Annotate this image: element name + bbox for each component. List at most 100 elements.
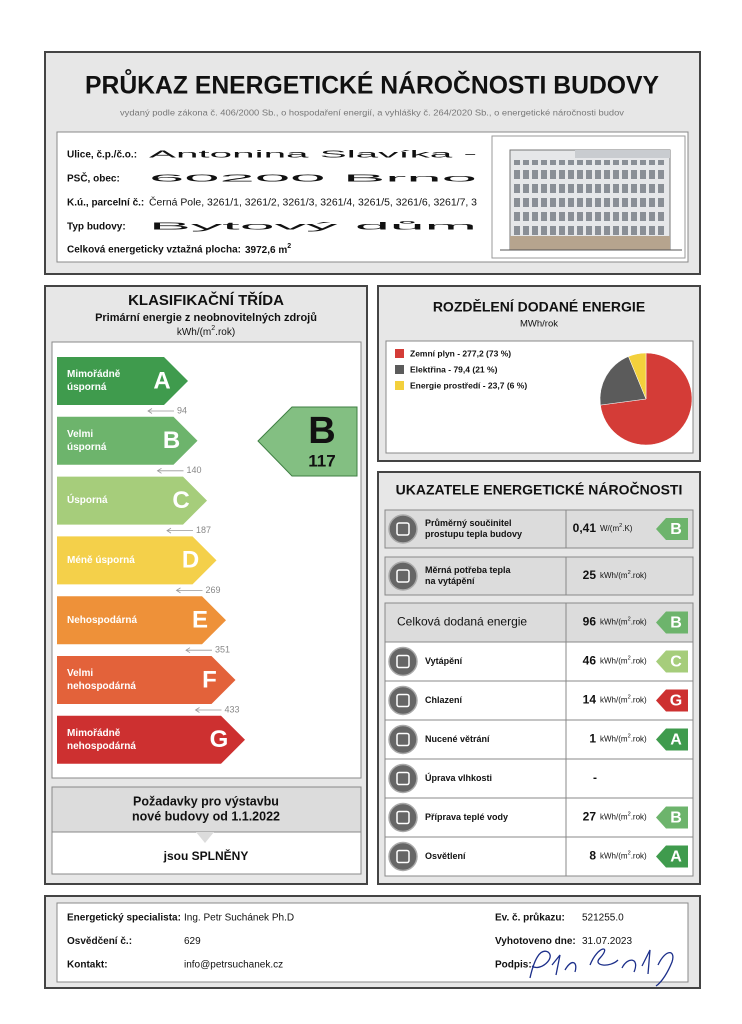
distribution-title: ROZDĚLENÍ DODANÉ ENERGIE bbox=[433, 298, 645, 315]
indicator-badge bbox=[656, 611, 688, 634]
indicator-unit-part: kWh/(m bbox=[600, 571, 628, 580]
threshold: 351 bbox=[215, 645, 230, 655]
indicator-unit-part: kWh/(m bbox=[600, 618, 628, 627]
legend-label: Zemní plyn - 277,2 (73 %) bbox=[410, 348, 511, 358]
pie-slice bbox=[628, 352, 647, 400]
class-label: Úsporná bbox=[67, 493, 108, 506]
indicator-row bbox=[384, 556, 694, 596]
footer-value: 521255.0 bbox=[582, 913, 624, 924]
indicator-row bbox=[384, 719, 694, 760]
footer-inner bbox=[56, 902, 689, 983]
threshold-arrowhead bbox=[194, 707, 200, 713]
info-value: Bytový dům bbox=[149, 221, 477, 233]
indicator-row bbox=[384, 602, 694, 643]
indicator-row bbox=[384, 797, 694, 838]
requirement-result: jsou SPLNĚNY bbox=[163, 848, 249, 863]
indicator-badge bbox=[656, 845, 688, 868]
indicator-value: 25 bbox=[583, 568, 597, 582]
indicator-class: C bbox=[670, 654, 682, 671]
indicator-icon-glyph bbox=[396, 522, 410, 536]
indicator-unit-part: .rok) bbox=[631, 735, 647, 744]
title: PRŮKAZ ENERGETICKÉ NÁROČNOSTI BUDOVY bbox=[85, 68, 659, 100]
class-label: úsporná bbox=[67, 442, 107, 453]
indicator-class: A bbox=[670, 849, 682, 866]
indicator-unit: kWh/(m2.rok) bbox=[600, 617, 647, 627]
indicator-unit-part: 2 bbox=[628, 617, 631, 623]
indicator-unit-part: 2 bbox=[628, 812, 631, 818]
indicator-value: 27 bbox=[583, 810, 597, 824]
indicator-icon-glyph bbox=[396, 693, 410, 708]
indicator-label: Nucené větrání bbox=[425, 734, 490, 744]
indicator-unit-part: kWh/(m bbox=[600, 657, 628, 666]
info-value: Černá Pole, 3261/1, 3261/2, 3261/3, 3261… bbox=[149, 196, 477, 209]
indicator-unit-part: kWh/(m bbox=[600, 735, 628, 744]
class-arrow bbox=[57, 416, 198, 465]
requirement-line: Požadavky pro výstavbu bbox=[133, 794, 279, 808]
indicator-class: G bbox=[670, 693, 682, 710]
info-label: K.ú., parcelní č.: bbox=[67, 198, 144, 209]
class-label: nehospodárná bbox=[67, 681, 136, 692]
indicator-icon-glyph bbox=[396, 654, 410, 669]
classification-unit: kWh/(m2.rok) bbox=[177, 325, 235, 337]
indicator-label: Vytápění bbox=[425, 656, 463, 666]
classification-unit-part: .rok) bbox=[215, 327, 235, 338]
class-label: Méně úsporná bbox=[67, 555, 135, 566]
class-label: úsporná bbox=[67, 382, 107, 393]
footer-label: Kontakt: bbox=[67, 960, 108, 971]
indicator-icon bbox=[388, 763, 418, 794]
class-label: Mimořádně bbox=[67, 369, 121, 380]
indicator-unit-part: W/(m bbox=[600, 524, 619, 533]
area-number: 3972,6 bbox=[245, 245, 276, 256]
subtitle: vydaný podle zákona č. 406/2000 Sb., o h… bbox=[120, 107, 625, 117]
threshold-arrowhead bbox=[156, 467, 162, 474]
threshold: 140 bbox=[187, 465, 202, 475]
class-label: Mimořádně bbox=[67, 728, 121, 739]
indicator-class: B bbox=[670, 810, 682, 827]
indicator-value: 0,41 bbox=[573, 521, 597, 535]
classification-subtitle: Primární energie z neobnovitelných zdroj… bbox=[95, 312, 317, 324]
footer-label: Vyhotoveno dne: bbox=[495, 936, 576, 947]
indicator-unit-part: .rok) bbox=[631, 696, 647, 705]
indicator-row bbox=[384, 680, 694, 721]
indicator-unit-part: kWh/(m bbox=[600, 696, 628, 705]
area-unit: 2 bbox=[287, 243, 291, 250]
class-label: Velmi bbox=[67, 668, 93, 679]
info-label: Typ budovy: bbox=[67, 222, 126, 233]
classification-title: KLASIFIKAČNÍ TŘÍDA bbox=[128, 291, 284, 309]
legend-label: Energie prostředí - 23,7 (6 %) bbox=[410, 380, 527, 390]
indicator-icon bbox=[388, 724, 418, 755]
indicator-unit-part: .rok) bbox=[631, 813, 647, 822]
area-value: 3972,6 m2 bbox=[245, 243, 291, 255]
legend-swatch bbox=[395, 381, 404, 390]
indicator-label: Celková dodaná energie bbox=[397, 615, 527, 629]
class-letter: G bbox=[210, 726, 229, 753]
indicator-row bbox=[384, 509, 694, 549]
legend-swatch bbox=[395, 349, 404, 358]
indicator-value: 14 bbox=[583, 693, 597, 707]
info-label: Celková energeticky vztažná plocha: bbox=[67, 245, 241, 256]
indicator-row bbox=[384, 758, 694, 799]
indicator-row bbox=[384, 836, 694, 877]
indicator-unit-part: 2 bbox=[628, 734, 631, 740]
info-label: Ulice, č.p./č.o.: bbox=[67, 150, 137, 161]
class-letter: D bbox=[182, 547, 199, 574]
indicator-label: Chlazení bbox=[425, 695, 463, 705]
indicator-unit-part: .rok) bbox=[631, 657, 647, 666]
indicator-label: Příprava teplé vody bbox=[425, 812, 508, 822]
rating-class: B bbox=[308, 410, 335, 452]
threshold: 94 bbox=[177, 405, 187, 415]
indicator-unit-part: kWh/(m bbox=[600, 813, 628, 822]
footer-value: info@petrsuchanek.cz bbox=[184, 960, 283, 971]
requirement-pointer bbox=[196, 832, 214, 843]
threshold: 433 bbox=[225, 704, 240, 714]
indicator-class: A bbox=[670, 732, 682, 749]
indicator-unit-part: 2 bbox=[619, 523, 622, 529]
requirement-box bbox=[51, 786, 362, 833]
class-arrow bbox=[57, 476, 207, 525]
class-arrow bbox=[57, 357, 188, 405]
indicator-unit: kWh/(m2.rok) bbox=[600, 812, 647, 822]
footer-value: 629 bbox=[184, 936, 201, 947]
indicator-icon bbox=[388, 685, 418, 716]
